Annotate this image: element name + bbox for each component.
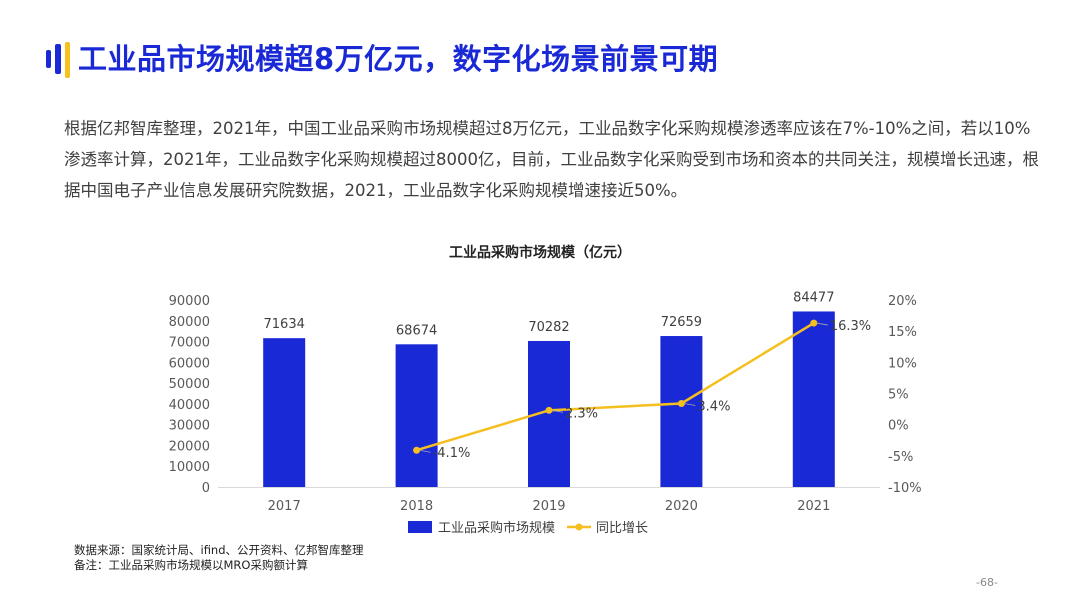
- page-number: -68-: [976, 576, 998, 589]
- page-title: 工业品市场规模超8万亿元，数字化场景前景可期: [78, 42, 719, 76]
- growth-label-leader: [816, 322, 828, 326]
- bar-value-label: 71634: [264, 317, 305, 332]
- growth-point: [810, 319, 818, 327]
- x-tick-label: 2018: [400, 499, 433, 514]
- x-tick-label: 2017: [268, 499, 301, 514]
- y-tick-label: 50000: [169, 377, 210, 392]
- growth-line: [416, 321, 815, 452]
- data-source: 数据来源：国家统计局、ifind、公开资料、亿邦智库整理: [74, 543, 364, 557]
- bar: [792, 311, 835, 487]
- growth-point: [413, 446, 421, 454]
- intro-paragraph: 根据亿邦智库整理，2021年，中国工业品采购市场规模超过8万亿元，工业品数字化采…: [64, 119, 1039, 200]
- growth-label-leader: [551, 409, 564, 413]
- y-tick-label: 10000: [169, 460, 210, 475]
- bar: [263, 338, 306, 487]
- growth-label-leader: [684, 403, 696, 406]
- legend-line-label: 同比增长: [596, 521, 648, 536]
- y2-tick-label: -10%: [888, 481, 922, 496]
- chart-title: 工业品采购市场规模（亿元）: [449, 245, 631, 261]
- growth-value-label: -4.1%: [433, 446, 471, 461]
- growth-value-label: 16.3%: [830, 319, 871, 334]
- y-tick-label: 40000: [169, 398, 210, 413]
- footnote: 备注：工业品采购市场规模以MRO采购额计算: [74, 558, 308, 572]
- x-tick-label: 2021: [797, 499, 830, 514]
- bar-value-label: 68674: [396, 323, 437, 338]
- y-tick-label: 80000: [169, 315, 210, 330]
- bar-value-label: 84477: [793, 290, 834, 305]
- y-tick-label: 20000: [169, 439, 210, 454]
- y-tick-label: 60000: [169, 356, 210, 371]
- y2-tick-label: 15%: [888, 325, 917, 340]
- y2-tick-label: 0%: [888, 419, 909, 434]
- bar: [395, 344, 438, 487]
- y-tick-label: 70000: [169, 336, 210, 351]
- y-tick-label: 0: [202, 481, 210, 496]
- y2-tick-label: 10%: [888, 356, 917, 371]
- accent-bar-tall: [65, 42, 70, 78]
- source-notes: 数据来源：国家统计局、ifind、公开资料、亿邦智库整理 备注：工业品采购市场规…: [74, 543, 364, 573]
- y2-tick-label: 5%: [888, 388, 909, 403]
- legend-bar-label: 工业品采购市场规模: [438, 520, 555, 536]
- bar: [660, 336, 703, 487]
- accent-bar-medium: [55, 44, 61, 74]
- growth-value-label: 3.4%: [697, 399, 730, 414]
- y-tick-label: 90000: [169, 294, 210, 309]
- bar-value-label: 72659: [661, 315, 702, 330]
- growth-value-label: 2.3%: [565, 406, 598, 421]
- legend-bar-swatch: [408, 521, 432, 533]
- legend-line-marker: [575, 523, 583, 531]
- growth-point: [545, 406, 553, 414]
- accent-bar-short: [46, 50, 51, 68]
- y-tick-label: 30000: [169, 419, 210, 434]
- growth-label-leader: [419, 449, 431, 453]
- x-tick-label: 2019: [532, 499, 565, 514]
- y2-tick-label: -5%: [888, 450, 913, 465]
- growth-point: [677, 399, 685, 407]
- bar-value-label: 70282: [528, 320, 569, 335]
- x-tick-label: 2020: [665, 499, 698, 514]
- y2-tick-label: 20%: [888, 294, 917, 309]
